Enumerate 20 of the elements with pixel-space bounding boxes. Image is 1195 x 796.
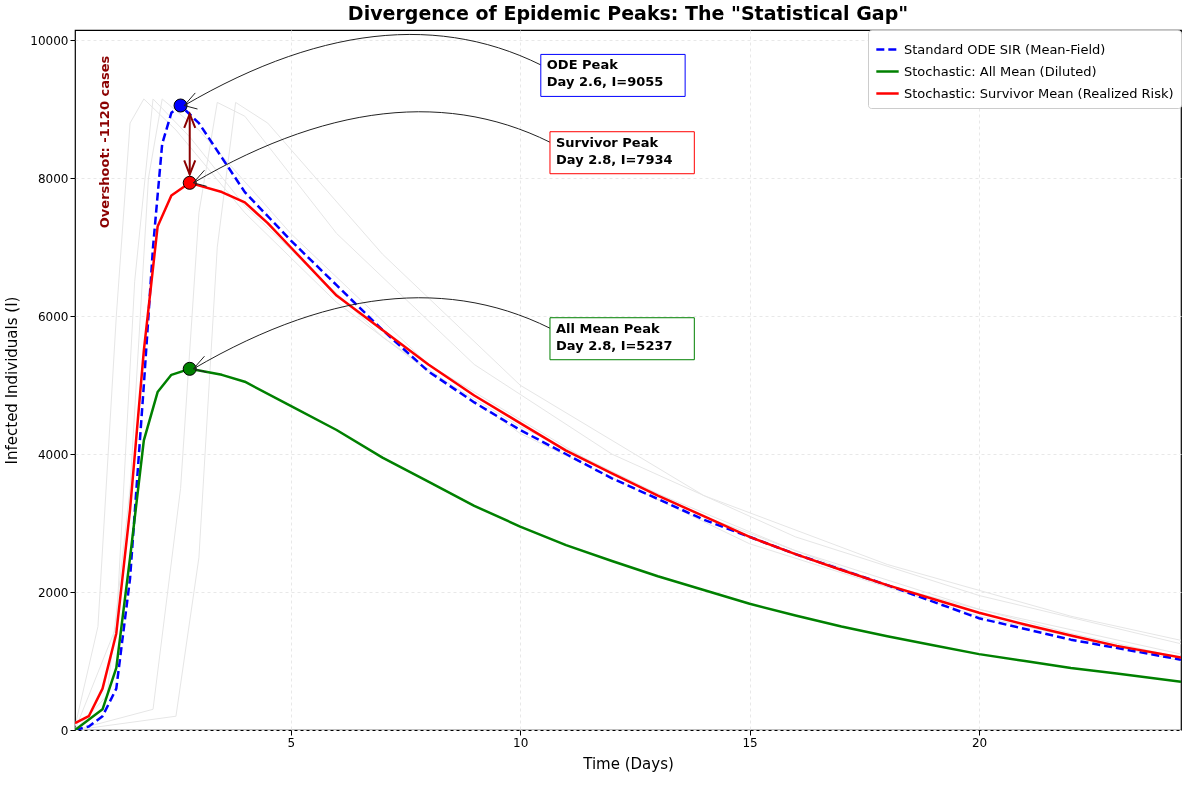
legend-label: Standard ODE SIR (Mean-Field) xyxy=(904,41,1106,57)
annotation: ODE Peak Day 2.6, I=9055 xyxy=(546,57,664,90)
y-tick-label: 0 xyxy=(60,723,69,738)
x-tick-label: 15 xyxy=(742,735,758,750)
annotation: Overshoot: -1120 cases xyxy=(97,55,112,229)
legend-label: Stochastic: Survivor Mean (Realized Risk) xyxy=(904,85,1174,101)
x-tick-label: 5 xyxy=(287,735,296,750)
x-tick-label: 20 xyxy=(971,735,988,750)
annotation: All Mean Peak Day 2.8, I=5237 xyxy=(555,320,673,353)
y-tick-label: 8000 xyxy=(37,171,69,186)
y-axis-title: Infected Individuals (I) xyxy=(3,296,22,465)
y-tick-label: 6000 xyxy=(37,309,69,324)
x-tick-label: 10 xyxy=(513,735,529,750)
chart-title: Divergence of Epidemic Peaks: The "Statistical Gap" xyxy=(347,1,909,24)
x-axis-title: Time (Days) xyxy=(582,754,674,773)
y-tick-label: 10000 xyxy=(30,33,69,48)
annotation: Survivor Peak Day 2.8, I=7934 xyxy=(555,134,673,167)
y-tick-label: 2000 xyxy=(37,585,69,600)
legend-label: Stochastic: All Mean (Diluted) xyxy=(904,63,1097,79)
y-tick-label: 4000 xyxy=(37,447,69,462)
